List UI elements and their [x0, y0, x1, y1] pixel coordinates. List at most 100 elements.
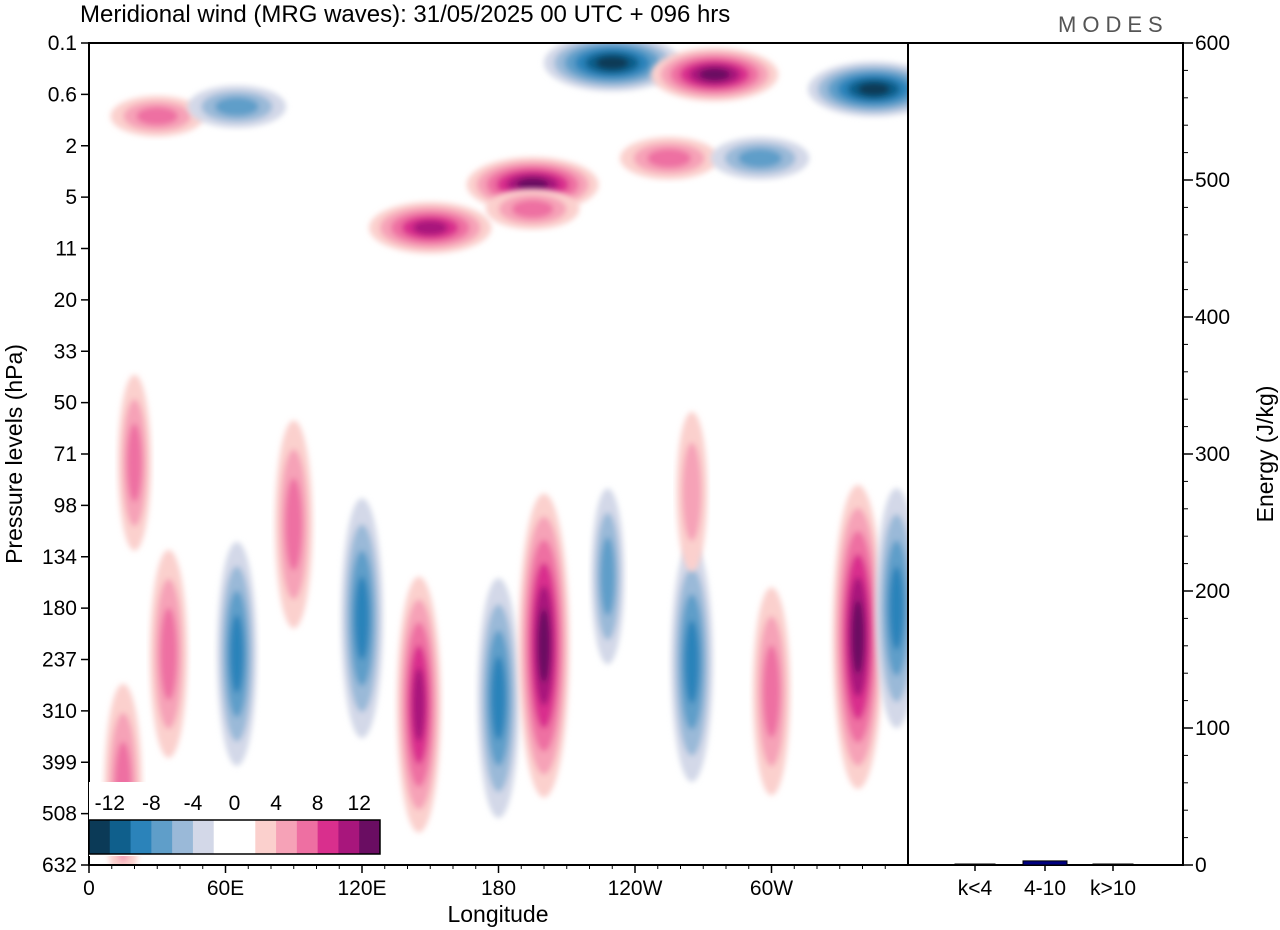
pressure-tick-label: 399: [42, 751, 77, 774]
wind-anomaly-negative: [670, 541, 713, 782]
wind-anomaly-positive: [518, 493, 570, 798]
wind-anomaly-positive: [619, 137, 719, 180]
wind-anomaly-negative: [807, 61, 908, 117]
colorbar-swatch: [109, 820, 132, 854]
energy-tick-label: 600: [1195, 32, 1230, 55]
wind-anomaly-positive: [274, 420, 313, 629]
wind-anomaly-positive: [117, 374, 152, 551]
pressure-tick-label: 33: [54, 340, 77, 363]
wind-anomaly-negative: [543, 43, 681, 92]
energy-tick-label: 0: [1195, 854, 1207, 877]
colorbar-frame: [88, 819, 381, 855]
wind-anomaly-negative: [875, 488, 908, 729]
wind-anomaly-negative: [341, 498, 383, 739]
colorbar: -12 -8 -4 0 4 8 12: [88, 782, 382, 856]
pressure-tick-label: 11: [55, 238, 77, 261]
colorbar-label: -4: [184, 792, 203, 815]
contour-band: [511, 200, 554, 219]
energy-tick-label: 100: [1195, 717, 1230, 740]
contour-band: [699, 68, 731, 81]
wind-field: [89, 43, 908, 865]
energy-tick-label: 500: [1195, 169, 1230, 192]
longitude-axis: 0 60E 120E 180 120W 60W: [83, 865, 886, 900]
pressure-tick-label: 71: [54, 443, 77, 466]
colorbar-swatch: [255, 820, 277, 854]
pressure-tick-label: 50: [54, 392, 77, 415]
pressure-axis: 0.1 0.6 2 5 11 20 33 50 71 98 134 180 237 310 399 508 63…: [42, 32, 89, 877]
contour-band: [763, 645, 780, 738]
energy-bar: [1092, 863, 1134, 866]
pressure-tick-label: 0.6: [48, 83, 77, 106]
energy-axis-title: Energy (J/kg): [1252, 386, 1278, 523]
colorbar-swatch: [172, 820, 194, 854]
pressure-tick-label: 98: [54, 494, 77, 517]
pressure-tick-label: 508: [42, 803, 77, 826]
wind-anomaly-positive: [752, 587, 791, 796]
energy-tick-label: 400: [1195, 306, 1230, 329]
colorbar-swatch: [130, 820, 152, 854]
wind-anomaly-positive: [832, 484, 884, 789]
wind-anomaly-positive: [651, 47, 779, 102]
energy-bar: [954, 863, 996, 866]
contour-band: [851, 600, 865, 674]
contour-band: [136, 107, 179, 126]
pressure-tick-label: 310: [42, 700, 77, 723]
wind-anomaly-positive: [485, 188, 580, 230]
contour-band: [229, 614, 244, 693]
y-axis-title: Pressure levels (hPa): [1, 344, 27, 564]
energy-category-label: k<4: [958, 877, 993, 900]
colorbar-swatch: [359, 820, 381, 854]
wind-anomaly-positive: [369, 202, 492, 254]
longitude-tick-label: 60E: [207, 877, 244, 900]
wind-anomaly-negative: [477, 578, 520, 819]
contour-band: [412, 220, 448, 236]
contour-band: [857, 82, 890, 96]
wind-anomaly-negative: [187, 85, 287, 128]
pressure-tick-label: 632: [42, 854, 77, 877]
colorbar-swatch: [276, 820, 298, 854]
colorbar-swatch: [317, 820, 339, 854]
pressure-tick-label: 2: [65, 135, 77, 158]
x-axis-title: Longitude: [447, 901, 548, 927]
longitude-tick-label: 120W: [608, 877, 663, 900]
pressure-tick-label: 5: [65, 186, 77, 209]
energy-tick-label: 200: [1195, 580, 1230, 603]
wind-anomaly-positive: [110, 95, 205, 137]
contour-band: [889, 566, 904, 650]
colorbar-swatch: [89, 820, 111, 854]
contour-band: [412, 668, 426, 742]
contour-band: [491, 656, 506, 740]
colorbar-swatch: [213, 820, 235, 854]
colorbar-label: 8: [312, 792, 324, 815]
longitude-tick-label: 60W: [750, 877, 793, 900]
energy-tick-label: 300: [1195, 443, 1230, 466]
contour-band: [354, 576, 370, 660]
contour-band: [684, 620, 700, 704]
contour-band: [127, 423, 142, 502]
field-layers: [104, 43, 908, 865]
wind-anomaly-positive: [149, 549, 188, 758]
colorbar-label: -12: [95, 792, 125, 815]
colorbar-label: 0: [229, 792, 241, 815]
contour-band: [285, 478, 303, 571]
colorbar-label: 12: [348, 792, 371, 815]
pressure-tick-label: 180: [42, 597, 77, 620]
wind-anomaly-negative: [710, 137, 810, 180]
contour-band: [647, 148, 692, 168]
contour-band: [537, 608, 551, 683]
pressure-tick-label: 237: [42, 649, 77, 672]
colorbar-swatch: [151, 820, 173, 854]
longitude-tick-label: 0: [83, 877, 95, 900]
wind-anomaly-negative: [216, 541, 257, 766]
colorbar-swatch: [338, 820, 360, 854]
contour-band: [160, 607, 178, 701]
modes-logo: MODES: [1058, 12, 1169, 37]
longitude-tick-label: 120E: [337, 877, 386, 900]
energy-category-label: 4-10: [1024, 877, 1066, 900]
colorbar-label: 4: [270, 792, 282, 815]
contour-band: [516, 177, 549, 192]
energy-category-label: k>10: [1090, 877, 1136, 900]
pressure-tick-label: 0.1: [48, 32, 77, 55]
pressure-tick-label: 20: [54, 289, 77, 312]
